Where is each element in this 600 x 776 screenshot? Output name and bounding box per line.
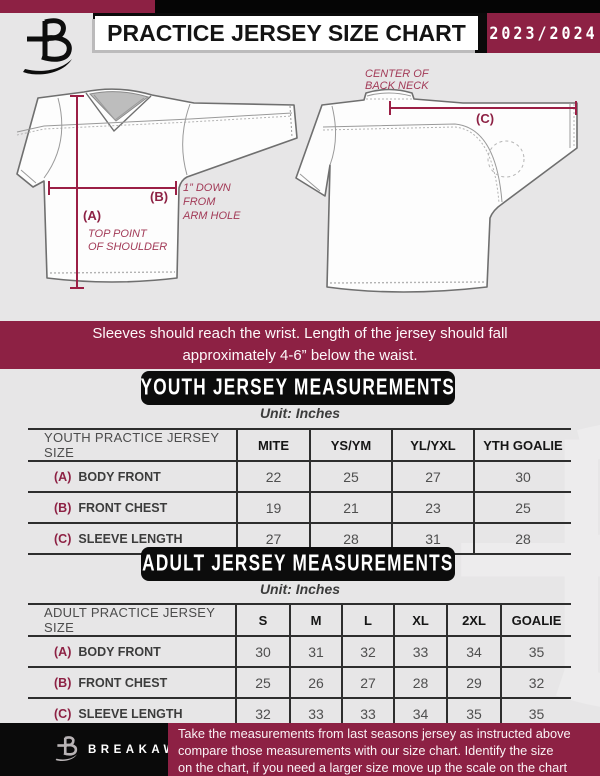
cell-value: 33 — [393, 636, 447, 667]
breakaway-footer-logo-icon — [55, 736, 78, 761]
row-key: (C) — [54, 706, 72, 721]
table-row: (A) BODY FRONT 30 31 32 33 34 35 — [28, 636, 571, 667]
cell-value: 34 — [446, 636, 501, 667]
banner-line-1: Sleeves should reach the wrist. Length o… — [92, 325, 508, 342]
cell-value: 21 — [309, 492, 392, 523]
cell-value: 28 — [473, 523, 571, 554]
adult-col-m: M — [289, 604, 342, 636]
cell-value: 27 — [341, 667, 394, 698]
footer-note-line-1: Take the measurements from last seasons … — [178, 725, 571, 741]
table-row: (B) FRONT CHEST 25 26 27 28 29 32 — [28, 667, 571, 698]
instruction-banner: Sleeves should reach the wrist. Length o… — [0, 321, 600, 369]
page-title: PRACTICE JERSEY SIZE CHART — [107, 19, 466, 46]
adult-col-goalie: GOALIE — [500, 604, 571, 636]
front-note-a-1: TOP POINT — [88, 228, 148, 240]
banner-line-2: approximately 4-6” below the waist. — [182, 347, 418, 364]
footer-note-line-3: on the chart, if you need a larger size … — [178, 759, 568, 775]
youth-size-table: YOUTH PRACTICE JERSEY SIZE MITE YS/YM YL… — [28, 428, 571, 555]
cell-value: 26 — [289, 667, 342, 698]
footer-note-line-2: compare those measurements with our size… — [178, 742, 554, 758]
front-note-b-1: 1” DOWN — [183, 182, 231, 194]
row-label: BODY FRONT — [78, 469, 161, 484]
cell-value: 25 — [473, 492, 571, 523]
cell-value: 23 — [391, 492, 474, 523]
row-label: FRONT CHEST — [78, 500, 168, 515]
cell-value: 32 — [341, 636, 394, 667]
adult-col-l: L — [341, 604, 394, 636]
youth-unit-label: Unit: Inches — [259, 405, 341, 421]
season-label: 2023/2024 — [489, 22, 598, 44]
breakaway-logo-icon — [23, 18, 72, 75]
row-label: BODY FRONT — [78, 644, 161, 659]
jersey-diagram: (A) TOP POINT OF SHOULDER (B) 1” DOWN FR… — [16, 68, 578, 293]
cell-value: 25 — [235, 667, 290, 698]
jersey-front-illustration — [16, 88, 298, 283]
cell-value: 29 — [446, 667, 501, 698]
front-note-a-2: OF SHOULDER — [88, 241, 167, 253]
row-key: (A) — [54, 469, 72, 484]
back-note-c-1: CENTER OF — [365, 68, 430, 80]
youth-section-heading: YOUTH JERSEY MEASUREMENTS — [141, 371, 455, 405]
adult-unit-label: Unit: Inches — [259, 581, 341, 597]
row-key: (C) — [54, 531, 72, 546]
adult-col-s: S — [235, 604, 290, 636]
top-strip-maroon — [0, 0, 155, 13]
youth-table-header-row: YOUTH PRACTICE JERSEY SIZE MITE YS/YM YL… — [28, 429, 571, 461]
front-note-b-2: FROM — [183, 196, 216, 208]
adult-section-heading: ADULT JERSEY MEASUREMENTS — [141, 547, 455, 581]
cell-value: 25 — [309, 461, 392, 492]
jersey-back-illustration — [295, 88, 578, 293]
adult-size-table: ADULT PRACTICE JERSEY SIZE S M L XL 2XL … — [28, 603, 571, 730]
front-label-a: (A) — [83, 208, 101, 223]
youth-col-mite: MITE — [236, 429, 310, 461]
adult-col-xl: XL — [393, 604, 447, 636]
table-row: (B) FRONT CHEST 19 21 23 25 — [28, 492, 571, 523]
footer-instructions: Take the measurements from last seasons … — [168, 723, 600, 776]
cell-value: 35 — [500, 636, 571, 667]
youth-col-ylyxl: YL/YXL — [391, 429, 474, 461]
row-key: (B) — [54, 675, 72, 690]
measurement-line-b — [48, 181, 177, 195]
season-badge: 2023/2024 — [487, 13, 600, 53]
header: PRACTICE JERSEY SIZE CHART 2023/2024 — [93, 13, 600, 53]
cell-value: 30 — [235, 636, 290, 667]
row-label: FRONT CHEST — [78, 675, 168, 690]
cell-value: 27 — [391, 461, 474, 492]
row-key: (A) — [54, 644, 72, 659]
row-label: SLEEVE LENGTH — [78, 706, 183, 721]
front-label-b: (B) — [150, 189, 168, 204]
cell-value: 31 — [289, 636, 342, 667]
youth-size-label: YOUTH PRACTICE JERSEY SIZE — [44, 430, 220, 460]
cell-value: 28 — [393, 667, 447, 698]
youth-col-ysym: YS/YM — [309, 429, 392, 461]
adult-col-2xl: 2XL — [446, 604, 501, 636]
cell-value: 19 — [236, 492, 310, 523]
back-label-c: (C) — [476, 111, 494, 126]
cell-value: 22 — [236, 461, 310, 492]
adult-size-label: ADULT PRACTICE JERSEY SIZE — [44, 605, 216, 635]
measurement-line-c — [389, 101, 577, 115]
cell-value: 32 — [500, 667, 571, 698]
front-note-b-3: ARM HOLE — [182, 210, 241, 222]
row-key: (B) — [54, 500, 72, 515]
youth-col-goalie: YTH GOALIE — [473, 429, 571, 461]
back-note-c-2: BACK NECK — [365, 80, 429, 92]
measurement-line-a — [70, 95, 84, 289]
page-title-box: PRACTICE JERSEY SIZE CHART — [95, 16, 478, 50]
cell-value: 30 — [473, 461, 571, 492]
adult-table-header-row: ADULT PRACTICE JERSEY SIZE S M L XL 2XL … — [28, 604, 571, 636]
row-label: SLEEVE LENGTH — [78, 531, 183, 546]
top-strip-black — [155, 0, 600, 13]
table-row: (A) BODY FRONT 22 25 27 30 — [28, 461, 571, 492]
